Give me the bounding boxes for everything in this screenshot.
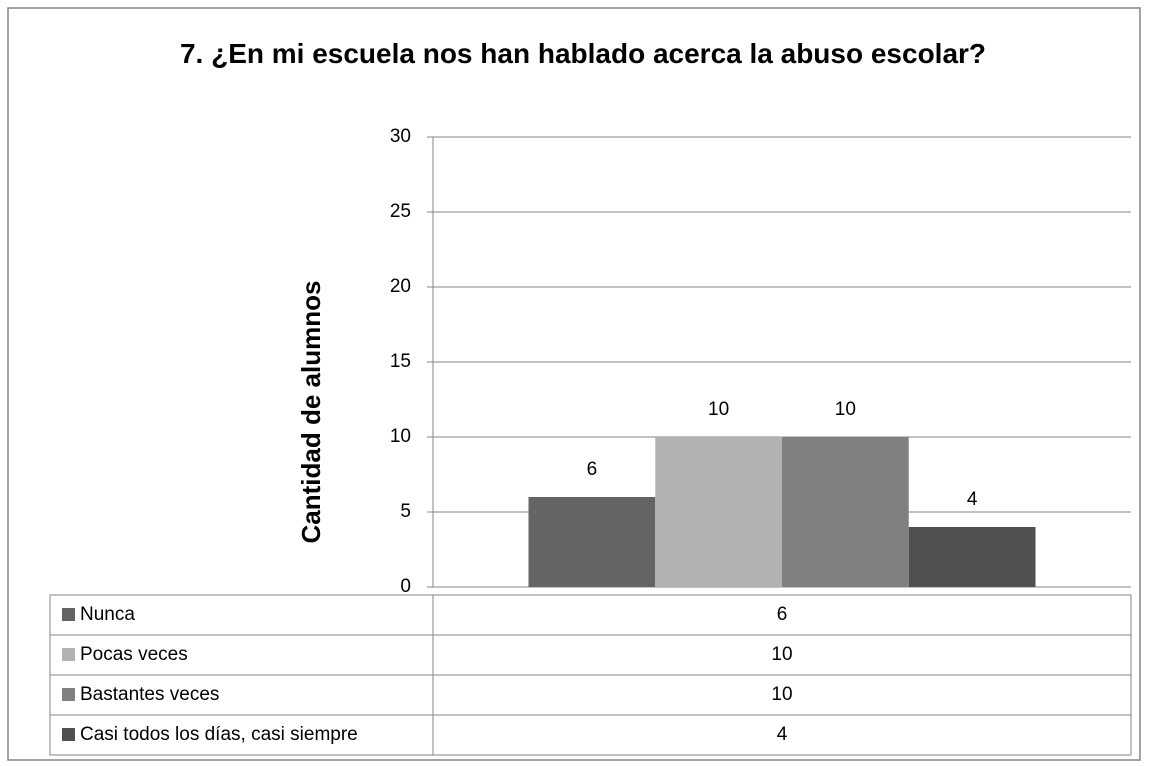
legend-swatch <box>62 728 75 741</box>
data-table-value: 6 <box>777 604 788 625</box>
y-tick-label: 5 <box>400 501 411 522</box>
y-tick-label: 25 <box>390 201 411 222</box>
data-table-value: 4 <box>777 724 788 745</box>
legend-swatch <box>62 688 75 701</box>
data-label: 10 <box>835 399 856 420</box>
legend-label: Nunca <box>80 604 135 625</box>
y-tick-label: 20 <box>390 276 411 297</box>
chart-title: 7. ¿En mi escuela nos han hablado acerca… <box>179 38 987 69</box>
data-label: 6 <box>587 459 598 480</box>
bar <box>528 497 656 587</box>
y-axis-title: Cantidad de alumnos <box>296 281 326 544</box>
data-label: 10 <box>708 399 729 420</box>
legend-swatch <box>62 608 75 621</box>
bar <box>655 437 782 587</box>
bar <box>782 437 909 587</box>
y-tick-label: 15 <box>390 351 411 372</box>
y-tick-label: 10 <box>390 426 411 447</box>
legend-swatch <box>62 648 75 661</box>
legend-label: Casi todos los días, casi siempre <box>80 724 358 745</box>
bar <box>908 527 1036 587</box>
y-tick-label: 0 <box>400 576 411 597</box>
legend-label: Bastantes veces <box>80 684 219 705</box>
y-tick-label: 30 <box>390 126 411 147</box>
legend-label: Pocas veces <box>80 644 188 665</box>
data-table-value: 10 <box>771 644 792 665</box>
data-table-value: 10 <box>771 684 792 705</box>
data-label: 4 <box>967 489 978 510</box>
